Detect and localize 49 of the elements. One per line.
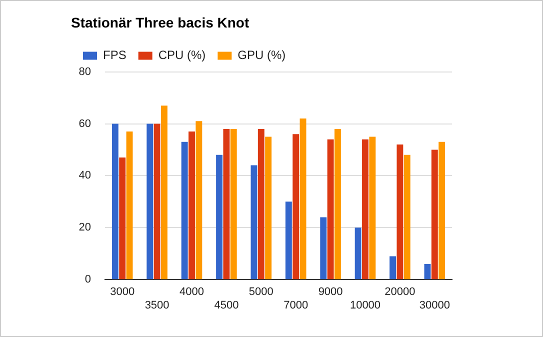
- bar: [250, 165, 258, 280]
- bar: [404, 154, 410, 280]
- x-tick-label: 30000: [419, 299, 450, 312]
- bar: [354, 228, 362, 280]
- bar: [265, 136, 272, 280]
- x-tick-label: 7000: [284, 299, 308, 312]
- bar: [188, 132, 195, 280]
- x-tick-label: 20000: [384, 286, 416, 298]
- x-tick-label: 4000: [180, 286, 204, 298]
- x-tick-label: 10000: [350, 299, 381, 312]
- bar: [424, 264, 431, 280]
- x-tick-label: 9000: [318, 286, 343, 298]
- bar: [154, 124, 160, 280]
- x-tick-label: 3000: [110, 286, 135, 298]
- y-tick-label: 80: [78, 66, 91, 78]
- legend-label: GPU (%): [238, 48, 286, 62]
- bar: [258, 128, 264, 280]
- bar: [362, 139, 368, 280]
- y-tick-label: 20: [78, 222, 91, 234]
- bar: [146, 124, 154, 280]
- x-tick-label: 3500: [144, 299, 170, 312]
- bar: [285, 202, 292, 280]
- bar: [181, 142, 188, 280]
- x-tick-label: 4500: [214, 299, 239, 312]
- bar: [196, 121, 202, 280]
- bar: [223, 128, 230, 280]
- bar: [216, 154, 223, 280]
- bar: [160, 106, 168, 280]
- bar: [300, 118, 306, 280]
- bar: [327, 139, 334, 280]
- bar: [119, 158, 126, 280]
- bar: [390, 256, 396, 280]
- y-tick-label: 40: [78, 170, 91, 182]
- bar: [431, 150, 438, 280]
- y-tick-label: 0: [84, 274, 91, 286]
- bar: [334, 128, 341, 280]
- bar: [396, 144, 404, 280]
- bar: [438, 142, 446, 280]
- legend-label: CPU (%): [158, 48, 206, 62]
- y-tick-label: 60: [78, 118, 91, 130]
- chart-title: Stationär Three bacis Knot: [71, 14, 250, 30]
- bar: [126, 132, 133, 280]
- bar: [112, 124, 118, 280]
- bar: [320, 217, 327, 280]
- legend-label: FPS: [103, 48, 126, 62]
- bar: [369, 136, 376, 280]
- bar: [292, 134, 300, 280]
- x-tick-label: 5000: [248, 286, 274, 298]
- bar: [230, 128, 237, 280]
